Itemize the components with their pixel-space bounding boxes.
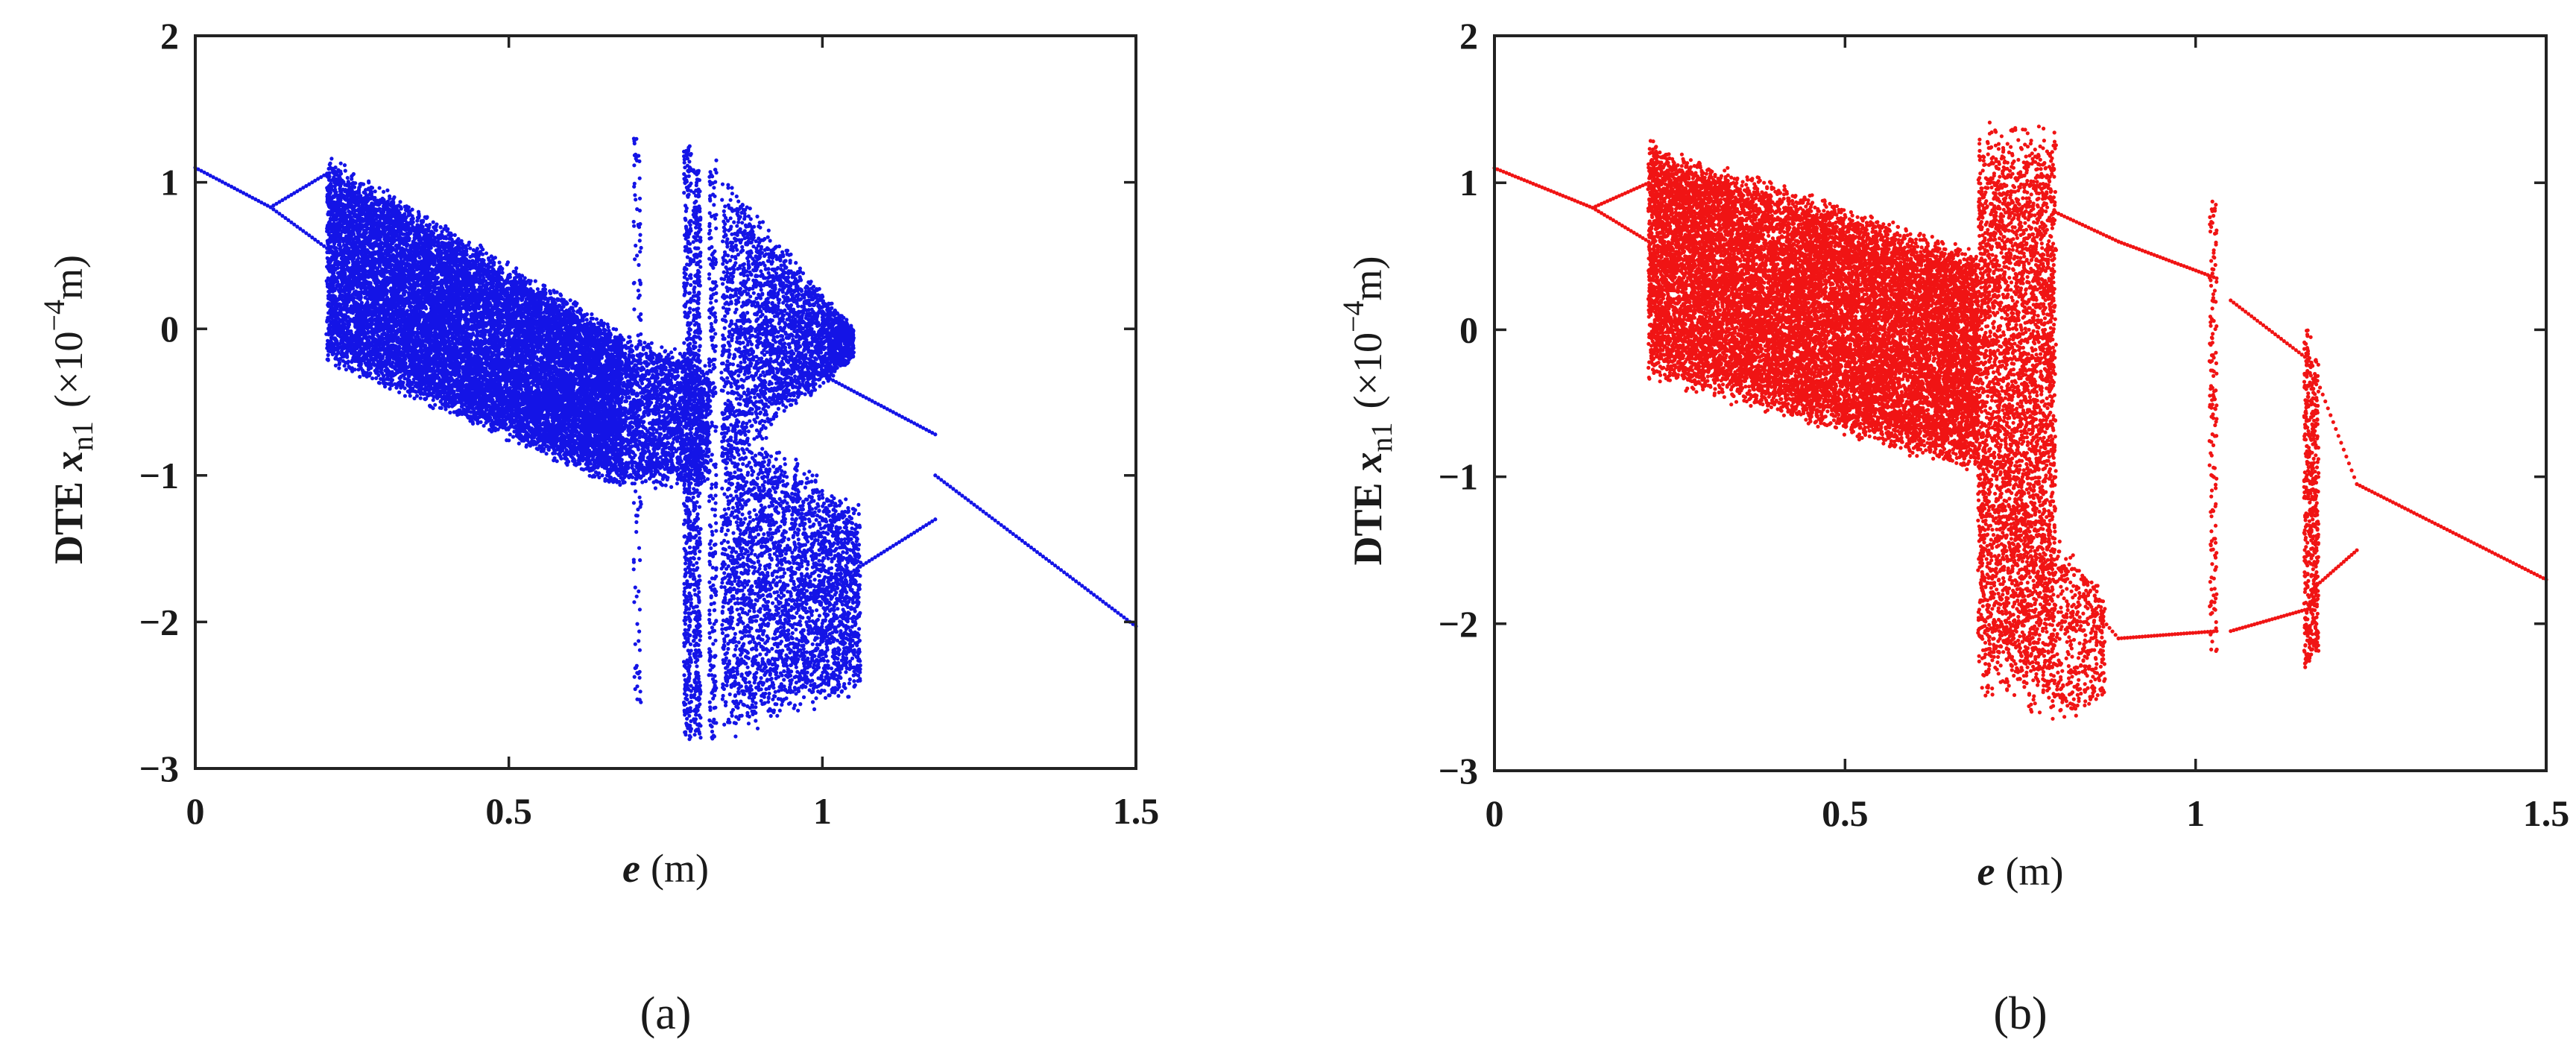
chart-b-points [1492,120,2548,721]
chart-a-vertical-band-1 [631,136,643,704]
chart-b-chaotic-region-3 [2053,539,2107,719]
chart-b-plot-frame [1493,34,2548,772]
chart-a-vertical-band-4 [707,158,719,741]
chart-a-vertical-band-3 [691,168,703,740]
chart-a-xtick-label: 1 [813,790,832,832]
chart-a-xtick-label: 1.5 [1113,790,1160,832]
chart-b-period1-branch-2 [2355,482,2548,582]
chart-b-vertical-band-3 [2309,358,2321,653]
chart-b-vertical-band-1 [2207,199,2219,653]
chart-panel-a: 0 0.5 1 1.5 −3 −2 −1 0 1 2 e (m) DTExn1(×10−4m) (a) [0,0,1288,1044]
chart-b-xtick-label: 1 [2186,792,2205,834]
chart-a-y-axis-label: DTExn1(×10−4m) [37,255,99,564]
chart-a-ytick-label: −1 [139,455,180,496]
chart-b-chaotic-region-2 [1975,120,2059,721]
chart-b-ytick-label: −3 [1439,750,1479,792]
chart-a-period2-branch-1 [268,171,329,250]
chart-a-plot-frame [194,34,1137,770]
chart-a-chaotic-region-1 [324,157,625,487]
chart-a-ytick-label: −3 [139,748,180,789]
chart-b-xtick-label: 1.5 [2523,792,2570,834]
bifurcation-chart-a: 0 0.5 1 1.5 −3 −2 −1 0 1 2 e (m) DTExn1(×10−4m) (a) [37,15,1160,1039]
chart-a-period1-branch-2 [933,473,1138,628]
chart-b-period2-branch-4 [2229,298,2310,634]
chart-b-ytick-label: −1 [1439,456,1479,498]
chart-a-points [193,136,1138,742]
chart-a-xtick-label: 0 [186,790,205,832]
chart-panel-b: 0 0.5 1 1.5 −3 −2 −1 0 1 2 e (m) DTExn1(×10−4m) (b) [1288,0,2576,1044]
chart-b-period1-branch-1 [1492,165,1595,210]
chart-b-xtick-label: 0 [1486,792,1504,834]
chart-a-vertical-band-2 [681,144,693,742]
chart-a-ytick-label: −2 [139,601,180,643]
chart-b-ytick-label: −2 [1439,603,1479,645]
chart-b-ytick-label: 0 [1459,309,1478,350]
chart-b-y-axis-label: DTExn1(×10−4m) [1336,256,1398,565]
chart-b-vertical-band-2 [2302,328,2314,669]
chart-a-panel-label: (a) [640,988,692,1039]
chart-b-period2-branch-1 [1591,180,1651,244]
chart-b-x-axis-label: e (m) [1977,849,2064,894]
chart-a-ytick-label: 2 [160,15,179,57]
chart-a-x-axis-label: e (m) [622,846,709,891]
chart-b-period2-branch-3 [2116,239,2219,641]
chart-b-xtick-label: 0.5 [1822,792,1869,834]
chart-a-period1-branch-1 [193,165,273,209]
chart-b-ytick-label: 1 [1459,162,1478,203]
chart-b-chaotic-region-1 [1646,139,1981,472]
chart-a-ytick-label: 0 [160,308,179,350]
chart-b-panel-label: (b) [1993,988,2047,1039]
chart-a-chaotic-region-4 [719,416,863,739]
chart-b-ytick-label: 2 [1459,15,1478,57]
bifurcation-chart-b: 0 0.5 1 1.5 −3 −2 −1 0 1 2 e (m) DTExn1(×10−4m) (b) [1336,15,2570,1039]
chart-a-xtick-label: 0.5 [485,790,532,832]
chart-a-chaotic-region-3 [719,182,856,464]
chart-a-ytick-label: 1 [160,162,179,203]
